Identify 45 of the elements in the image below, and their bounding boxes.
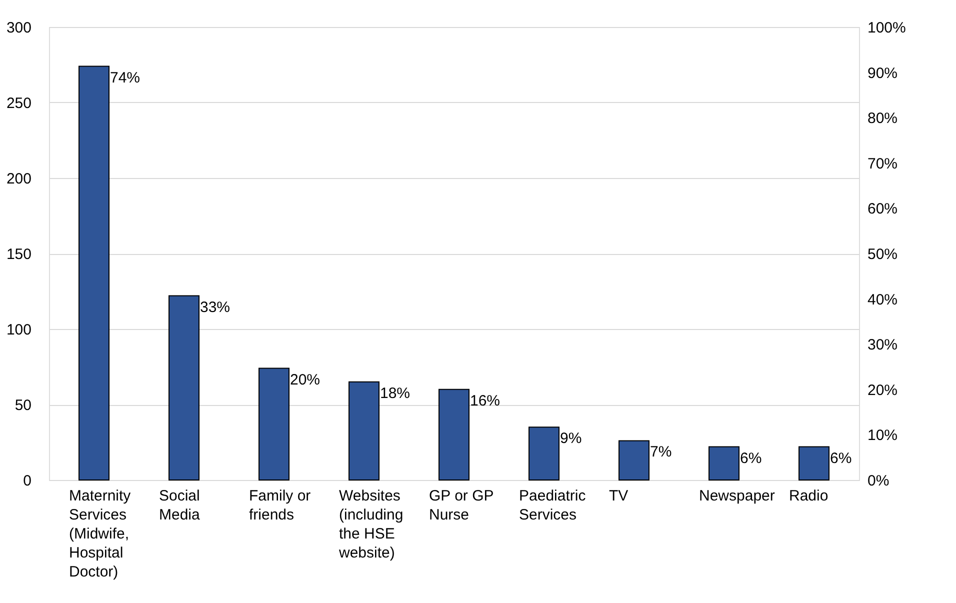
annotation: 20% <box>290 371 320 388</box>
x-tick-label: Newspaper <box>699 488 775 504</box>
annotation: 6% <box>740 450 762 467</box>
y2-tick-label: 100% <box>868 20 906 36</box>
y-tick-label: 200 <box>6 170 32 188</box>
annotation: 9% <box>560 430 582 448</box>
bar <box>438 388 470 480</box>
y2-tick-label: 70% <box>868 155 898 172</box>
y-tick-label: 50 <box>14 397 32 414</box>
x-tick-label: Maternity Services (Midwife, Hospital Doctor) <box>69 488 132 580</box>
bar <box>348 381 380 480</box>
annotation: 74% <box>110 69 140 86</box>
bar <box>258 368 290 480</box>
y2-tick-label: 80% <box>868 110 898 128</box>
y2-tick-label: 50% <box>868 246 898 263</box>
x-tick-label: TV <box>609 488 628 504</box>
y2-tick-label: 10% <box>868 427 898 444</box>
y2-tick-label: 0% <box>868 472 890 490</box>
x-tick-label: Radio <box>789 488 828 504</box>
bar <box>78 66 110 480</box>
x-tick-label: GP or GP Nurse <box>429 488 494 524</box>
y2-tick-label: 20% <box>868 382 898 399</box>
y2-tick-label: 40% <box>868 291 898 308</box>
y2-tick-label: 30% <box>868 336 898 354</box>
x-tick-label: Family or friends <box>249 488 311 524</box>
bar <box>168 295 200 480</box>
annotation: 6% <box>830 450 852 467</box>
y2-tick-label: 60% <box>868 200 898 218</box>
bar <box>708 446 740 480</box>
x-tick-label: Websites (including the HSE website) <box>338 488 404 562</box>
bar <box>528 426 560 480</box>
bar <box>618 440 650 480</box>
y-tick-label: 300 <box>6 20 32 36</box>
y2-tick-label: 90% <box>868 64 898 82</box>
annotation: 16% <box>470 392 500 410</box>
y-tick-label: 250 <box>6 95 32 112</box>
y-tick-label: 150 <box>6 246 32 263</box>
annotation: 33% <box>200 298 230 316</box>
y-tick-label: 100 <box>6 322 32 338</box>
y-tick-label: 0 <box>23 472 32 490</box>
x-tick-label: Social Media <box>159 488 201 524</box>
annotation: 18% <box>380 384 410 402</box>
annotation: 7% <box>650 444 672 461</box>
x-tick-label: Paediatric Services <box>519 488 586 524</box>
bar <box>798 446 830 480</box>
